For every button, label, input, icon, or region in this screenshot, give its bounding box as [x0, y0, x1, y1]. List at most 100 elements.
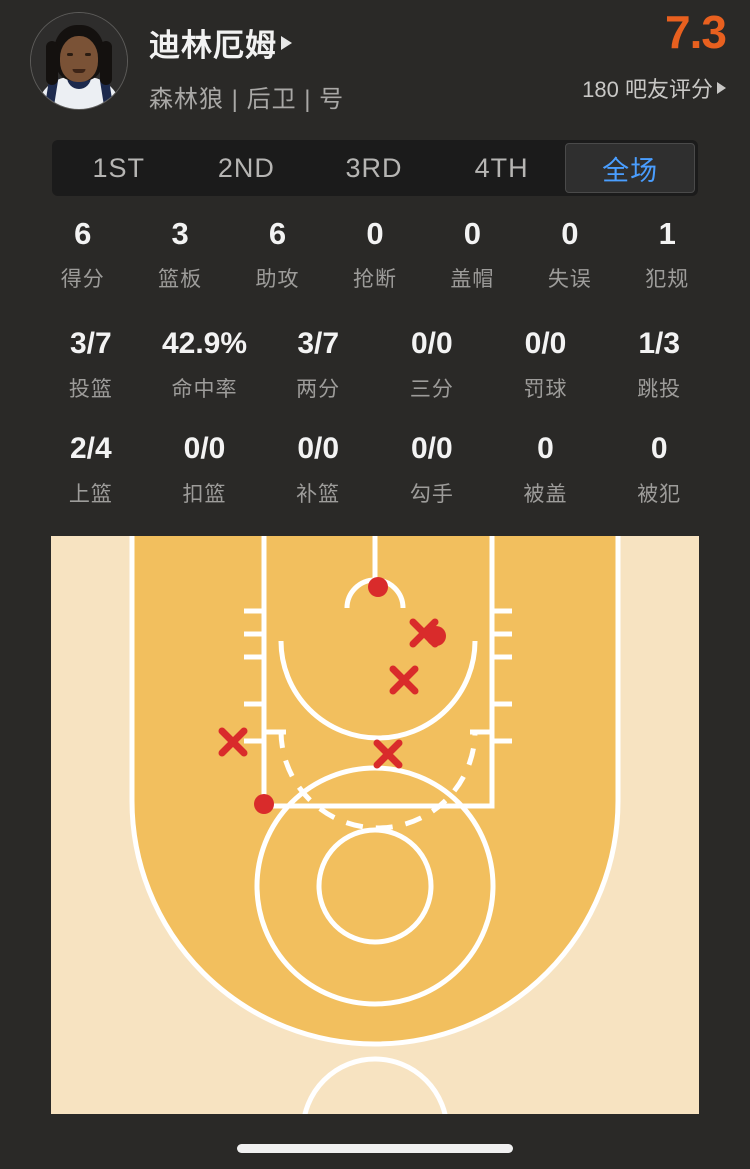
center-circle-inner	[316, 827, 434, 945]
stat-label: 篮板	[158, 268, 203, 291]
stat-row-basic: 6 得分 3 篮板 6 助攻 0 抢断 0 盖帽 0 失误 1 犯规	[34, 218, 716, 293]
stat-label: 被犯	[637, 483, 682, 506]
stat-value: 3	[171, 216, 189, 251]
stat-label: 补篮	[296, 483, 341, 506]
stat-value: 0/0	[410, 327, 453, 360]
rating-sub-row[interactable]: 180 吧友评分	[582, 72, 726, 104]
stat-cell-steals: 0 抢断	[326, 218, 423, 293]
shot-made-marker-0[interactable]	[368, 577, 388, 597]
stat-cell-fg: 3/7 投篮	[34, 329, 148, 403]
stat-value: 0/0	[183, 432, 226, 465]
player-meta: 森林狼 | 后卫 | 号	[149, 86, 345, 113]
shot-missed-marker-2[interactable]	[409, 618, 439, 648]
stat-cell-assists: 6 助攻	[229, 218, 326, 293]
stat-cell-blocked: 0 被盖	[489, 434, 603, 508]
shot-missed-marker-5[interactable]	[373, 739, 403, 769]
tab-label: 4TH	[474, 152, 529, 183]
player-header: 迪林厄姆 森林狼 | 后卫 | 号 7.3 180 吧友评分	[0, 0, 750, 118]
stat-label: 扣篮	[182, 483, 227, 506]
stat-cell-rebounds: 3 篮板	[131, 218, 228, 293]
period-tab-bar[interactable]: 1ST 2ND 3RD 4TH 全场	[52, 140, 698, 196]
stat-label: 命中率	[171, 378, 238, 401]
stat-value: 0	[463, 216, 482, 251]
stats-section: 6 得分 3 篮板 6 助攻 0 抢断 0 盖帽 0 失误 1 犯规 3/7	[0, 218, 750, 508]
tab-full-game[interactable]: 全场	[565, 143, 695, 193]
tab-label: 1ST	[92, 152, 146, 183]
stat-value: 3/7	[297, 327, 340, 360]
stat-value: 6	[74, 216, 92, 251]
stat-label: 得分	[60, 268, 105, 291]
stat-label: 三分	[409, 378, 454, 401]
tab-4th[interactable]: 4TH	[438, 143, 566, 193]
stat-cell-putback: 0/0 补篮	[261, 434, 375, 508]
stat-cell-turnovers: 0 失误	[521, 218, 618, 293]
avatar[interactable]	[30, 12, 128, 110]
stat-cell-layup: 2/4 上篮	[34, 434, 148, 508]
stat-value: 6	[268, 216, 287, 251]
center-circle-outer	[254, 765, 496, 1007]
stat-row-shooting: 3/7 投篮 42.9% 命中率 3/7 两分 0/0 三分 0/0 罚球 1/…	[34, 329, 716, 403]
rating-block[interactable]: 7.3 180 吧友评分	[582, 6, 727, 104]
tab-3rd[interactable]: 3RD	[310, 143, 438, 193]
tab-label: 3RD	[345, 152, 403, 183]
shot-missed-marker-4[interactable]	[218, 727, 248, 757]
eye-left	[67, 53, 73, 57]
stat-value: 0	[537, 432, 554, 465]
player-name-row[interactable]: 迪林厄姆	[149, 20, 344, 65]
shot-made-marker-6[interactable]	[254, 794, 274, 814]
stat-value: 42.9%	[161, 327, 248, 360]
stat-cell-fouled: 0 被犯	[602, 434, 716, 508]
stat-cell-three-point: 0/0 三分	[375, 329, 489, 403]
stat-cell-blocks: 0 盖帽	[424, 218, 521, 293]
eye-right	[85, 53, 91, 57]
player-name-block: 迪林厄姆 森林狼 | 后卫 | 号	[149, 10, 344, 114]
face-shape	[60, 36, 98, 83]
stat-label: 抢断	[352, 268, 397, 291]
stat-cell-hook: 0/0 勾手	[375, 434, 489, 508]
stat-label: 上篮	[68, 483, 113, 506]
stat-label: 犯规	[645, 268, 690, 291]
stat-cell-jump-shot: 1/3 跳投	[602, 329, 716, 403]
triangle-right-icon	[281, 35, 292, 50]
stat-value: 3/7	[69, 327, 112, 360]
shot-missed-marker-3[interactable]	[389, 665, 419, 695]
stat-label: 两分	[296, 378, 341, 401]
stat-label: 投篮	[68, 378, 113, 401]
page-title: 迪林厄姆	[149, 28, 277, 63]
stat-cell-fg-pct: 42.9% 命中率	[148, 329, 262, 403]
three-point-area	[132, 536, 618, 1044]
stat-value: 1	[658, 216, 676, 251]
rating-value: 7.3	[665, 6, 727, 58]
stat-value: 0/0	[297, 432, 340, 465]
triangle-right-icon	[717, 82, 726, 95]
stat-label: 勾手	[409, 483, 454, 506]
stat-value: 0	[650, 432, 668, 465]
basketball-court	[51, 536, 699, 1114]
stat-value: 0	[561, 216, 579, 251]
rating-sub-label: 180 吧友评分	[582, 77, 713, 103]
half-court-circle	[302, 1056, 448, 1114]
stat-label: 跳投	[637, 378, 682, 401]
stat-value: 0/0	[524, 327, 567, 360]
stat-value: 0/0	[410, 432, 453, 465]
stat-value: 1/3	[638, 327, 681, 360]
mouth	[72, 69, 86, 74]
shot-chart[interactable]	[51, 536, 699, 1114]
stat-cell-free-throw: 0/0 罚球	[489, 329, 603, 403]
stat-label: 助攻	[255, 268, 300, 291]
tab-1st[interactable]: 1ST	[55, 143, 183, 193]
stat-label: 失误	[547, 268, 592, 291]
stat-value: 2/4	[69, 432, 112, 465]
tab-2nd[interactable]: 2ND	[183, 143, 311, 193]
free-throw-arc-solid	[278, 640, 478, 741]
stat-cell-dunk: 0/0 扣篮	[148, 434, 262, 508]
tab-label: 全场	[602, 155, 659, 186]
stat-label: 被盖	[523, 483, 568, 506]
tab-label: 2ND	[217, 152, 275, 183]
home-indicator	[237, 1144, 513, 1153]
stat-value: 0	[366, 216, 384, 251]
stat-label: 罚球	[523, 378, 568, 401]
stat-row-shot-types: 2/4 上篮 0/0 扣篮 0/0 补篮 0/0 勾手 0 被盖 0 被犯	[34, 434, 716, 508]
stat-cell-points: 6 得分	[34, 218, 131, 293]
stat-cell-two-point: 3/7 两分	[261, 329, 375, 403]
